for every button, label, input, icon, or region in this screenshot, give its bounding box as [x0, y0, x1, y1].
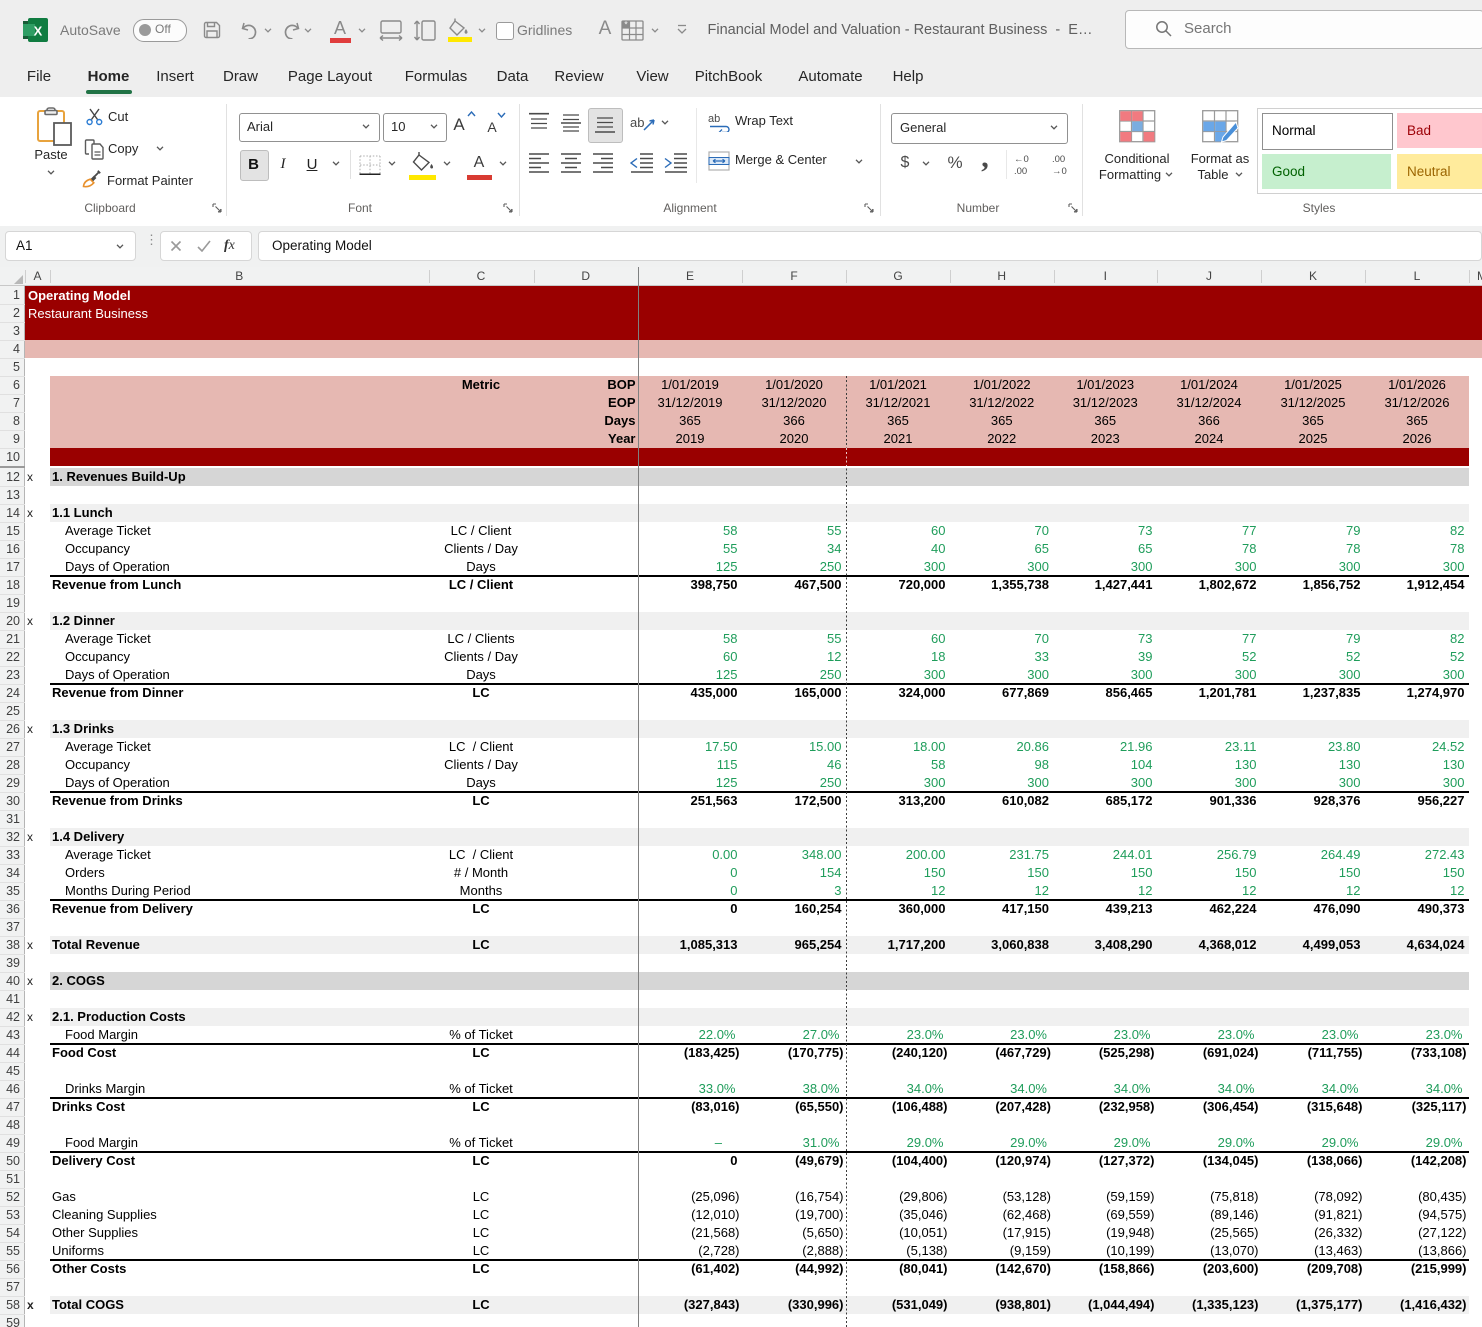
svg-text:ab: ab — [630, 115, 644, 130]
svg-text:*: * — [624, 20, 628, 30]
svg-text:ab: ab — [708, 113, 720, 125]
svg-text:.00: .00 — [1014, 166, 1027, 175]
svg-text:→0: →0 — [1052, 166, 1067, 175]
svg-text:X: X — [34, 24, 43, 39]
svg-text:←0: ←0 — [1014, 154, 1029, 165]
svg-text:.00: .00 — [1052, 154, 1065, 165]
